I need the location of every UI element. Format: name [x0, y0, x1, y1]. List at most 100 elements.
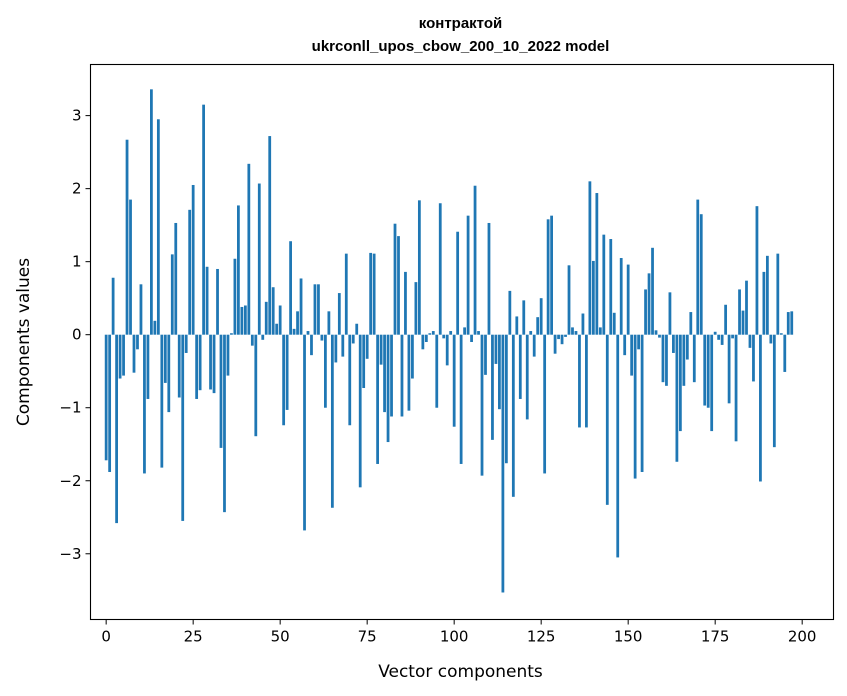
- bar-8: [132, 334, 136, 373]
- bar-181: [734, 334, 738, 442]
- bar-120: [522, 300, 526, 335]
- bar-175: [713, 331, 717, 335]
- bar-186: [752, 334, 755, 382]
- bar-37: [233, 258, 237, 335]
- bar-180: [731, 334, 734, 339]
- bar-72: [355, 323, 359, 335]
- bar-174: [710, 334, 714, 432]
- y-tick-label: −1: [59, 399, 81, 417]
- bar-136: [578, 334, 581, 428]
- bar-20: [174, 222, 178, 335]
- bar-6: [125, 139, 129, 335]
- bar-71: [351, 334, 355, 344]
- bar-38: [237, 205, 240, 335]
- bar-39: [240, 306, 244, 335]
- bars-group: [104, 89, 794, 593]
- y-tick-label: −2: [59, 472, 81, 490]
- bar-54: [292, 328, 296, 335]
- bar-93: [428, 333, 432, 335]
- x-tick-label: 175: [701, 628, 730, 646]
- bar-100: [452, 334, 456, 427]
- bar-7: [129, 199, 132, 335]
- bar-179: [727, 334, 731, 404]
- bar-166: [682, 334, 686, 386]
- bar-140: [591, 260, 595, 335]
- bar-62: [320, 334, 324, 341]
- bar-2: [111, 277, 115, 335]
- x-tick-label: 75: [358, 628, 377, 646]
- bar-27: [198, 334, 202, 391]
- bar-51: [282, 334, 286, 426]
- bar-4: [118, 334, 122, 379]
- bar-162: [668, 292, 672, 335]
- bar-106: [473, 185, 477, 335]
- bar-105: [470, 334, 473, 342]
- bar-104: [466, 215, 470, 335]
- bar-78: [376, 334, 379, 464]
- bar-83: [393, 223, 397, 335]
- bar-189: [762, 271, 766, 335]
- bar-79: [379, 334, 383, 365]
- bar-172: [703, 334, 707, 406]
- bar-192: [772, 334, 776, 448]
- bar-171: [699, 214, 703, 335]
- bar-121: [525, 334, 529, 420]
- bar-148: [619, 258, 623, 335]
- bar-43: [254, 334, 258, 437]
- bar-102: [459, 334, 463, 464]
- bar-26: [195, 334, 199, 399]
- bar-50: [278, 305, 282, 335]
- bar-13: [150, 89, 153, 335]
- bar-173: [706, 334, 710, 408]
- bar-11: [143, 334, 146, 474]
- x-axis-label: Vector components: [378, 662, 543, 682]
- bar-128: [550, 215, 553, 335]
- bar-131: [560, 334, 564, 345]
- bar-85: [400, 334, 404, 417]
- bar-91: [421, 334, 425, 350]
- bar-184: [745, 280, 748, 335]
- bar-0: [104, 334, 108, 461]
- x-tick-label: 150: [614, 628, 643, 646]
- bar-149: [623, 334, 627, 356]
- bar-65: [330, 334, 334, 508]
- bar-55: [296, 311, 299, 335]
- bar-183: [741, 310, 745, 335]
- bar-47: [268, 136, 272, 335]
- bar-112: [494, 334, 498, 364]
- y-tick-label: −3: [59, 545, 81, 563]
- bar-122: [529, 331, 533, 335]
- bar-135: [574, 331, 578, 335]
- bar-44: [257, 183, 261, 335]
- bar-164: [675, 334, 679, 462]
- bar-86: [404, 271, 407, 335]
- bar-147: [616, 334, 620, 558]
- bar-182: [738, 289, 741, 335]
- bar-49: [275, 323, 279, 335]
- y-tick-label: 2: [72, 180, 82, 198]
- bar-176: [717, 334, 721, 340]
- bar-103: [463, 327, 466, 335]
- bar-185: [748, 334, 752, 348]
- bar-22: [181, 334, 185, 521]
- bar-97: [442, 334, 446, 339]
- bar-60: [313, 284, 317, 335]
- y-tick-label: 1: [72, 253, 82, 271]
- bar-10: [139, 284, 143, 335]
- bar-67: [337, 293, 341, 335]
- bar-167: [685, 334, 689, 360]
- bar-113: [498, 334, 501, 410]
- bar-156: [647, 273, 651, 335]
- bar-161: [665, 334, 668, 386]
- bar-40: [243, 305, 247, 335]
- bar-30: [209, 334, 212, 390]
- bar-52: [285, 334, 289, 410]
- bar-110: [487, 222, 491, 335]
- bar-61: [317, 284, 320, 335]
- bar-144: [605, 334, 609, 505]
- bar-152: [633, 334, 637, 479]
- bar-70: [348, 334, 352, 426]
- x-tick-label: 200: [788, 628, 817, 646]
- plot-frame: [89, 63, 835, 621]
